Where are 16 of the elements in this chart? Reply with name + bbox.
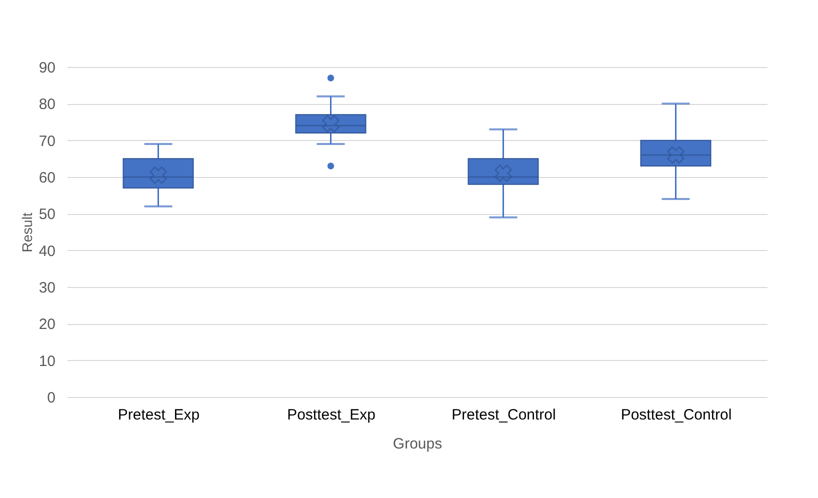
y-axis-title: Result bbox=[18, 212, 35, 252]
y-tick-label: 60 bbox=[38, 170, 56, 186]
x-tick-label: Pretest_Control bbox=[452, 406, 556, 424]
y-tick-label: 30 bbox=[38, 280, 56, 296]
x-tick-label: Pretest_Exp bbox=[118, 406, 200, 424]
x-axis-title: Groups bbox=[392, 436, 442, 452]
y-tick-label: 0 bbox=[47, 390, 56, 406]
y-tick-label: 80 bbox=[38, 96, 56, 114]
y-tick-label: 20 bbox=[38, 316, 56, 334]
y-tick-label: 50 bbox=[38, 206, 56, 224]
x-tick-label: Posttest_Exp bbox=[287, 406, 376, 424]
y-tick-label: 10 bbox=[38, 352, 56, 370]
y-tick-label: 90 bbox=[38, 60, 56, 76]
y-tick-label: 70 bbox=[38, 132, 56, 150]
y-tick-label: 40 bbox=[38, 242, 56, 260]
x-tick-label: Posttest_Control bbox=[620, 406, 732, 424]
